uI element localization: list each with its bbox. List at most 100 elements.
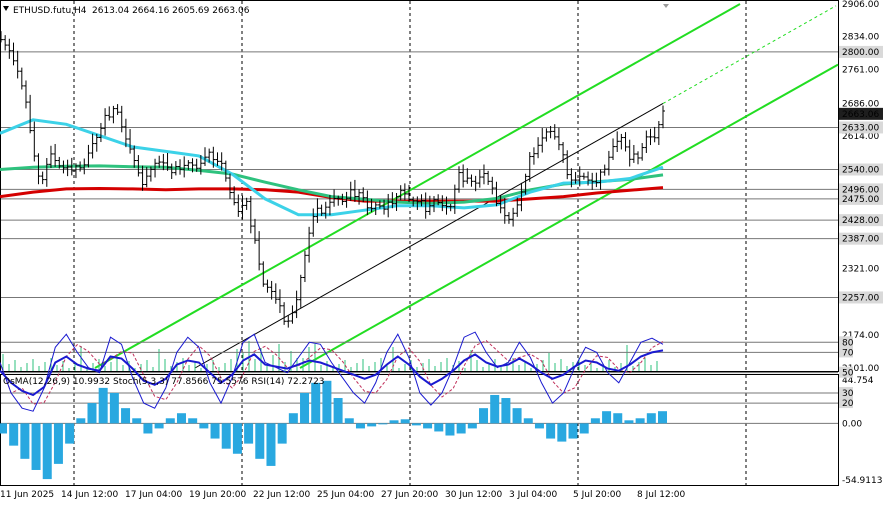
price-bar xyxy=(586,171,591,186)
price-bar xyxy=(319,204,324,216)
price-bar xyxy=(477,169,482,188)
indicator-axis-label: 70 xyxy=(842,348,854,358)
price-bar xyxy=(327,194,332,216)
osma-bar xyxy=(523,418,533,424)
price-bar xyxy=(361,187,366,203)
price-bar xyxy=(648,128,653,146)
price-bar xyxy=(465,168,470,184)
price-bar xyxy=(606,150,611,176)
level-label: 2428.00 xyxy=(842,216,879,226)
price-bar xyxy=(73,163,78,179)
price-bar xyxy=(332,189,337,207)
osma-bar xyxy=(121,408,131,424)
price-bar xyxy=(336,195,341,206)
price-bar xyxy=(136,155,141,177)
price-bar xyxy=(307,226,312,263)
price-bar xyxy=(561,142,566,163)
osma-bar xyxy=(176,413,186,424)
level-label: 2540.00 xyxy=(842,165,879,175)
price-bar xyxy=(377,200,382,209)
price-bar xyxy=(140,165,145,191)
osma-bar xyxy=(658,411,667,424)
last-price-badge xyxy=(839,107,883,120)
time-axis-label: 25 Jun 04:00 xyxy=(317,490,374,500)
price-bar xyxy=(194,158,199,172)
level-label: 2496.00 xyxy=(842,185,879,195)
price-bar xyxy=(273,283,278,304)
symbol-label: ETHUSD.futu,H4 xyxy=(13,6,87,16)
price-panel-frame xyxy=(0,0,839,372)
indicator-level-box xyxy=(839,397,853,409)
price-bar xyxy=(352,179,357,202)
price-bar xyxy=(269,280,274,300)
osma-bar xyxy=(557,423,567,442)
price-bar xyxy=(48,145,53,168)
osma-bar xyxy=(333,398,343,424)
price-bar xyxy=(244,197,249,210)
osma-bar xyxy=(389,420,399,424)
osma-bar xyxy=(456,423,466,434)
price-bar xyxy=(569,168,574,188)
price-bar xyxy=(132,145,137,168)
time-axis-label: 22 Jun 12:00 xyxy=(253,490,310,500)
price-bar xyxy=(190,158,195,173)
time-axis-label: 17 Jun 04:00 xyxy=(125,490,182,500)
time-axis-label: 8 Jul 12:00 xyxy=(637,490,686,500)
price-bar xyxy=(515,197,520,217)
price-bar xyxy=(340,193,345,206)
price-bar xyxy=(182,156,187,178)
time-axis-label: 27 Jun 20:00 xyxy=(381,490,438,500)
price-bar xyxy=(219,152,224,171)
price-bar xyxy=(619,133,624,150)
price-bar xyxy=(398,185,403,201)
osma-bar xyxy=(288,413,298,424)
level-label-box xyxy=(839,183,883,196)
price-bar xyxy=(236,194,241,217)
osma-bar xyxy=(109,392,119,424)
osma-bar xyxy=(266,423,276,466)
ohlc-values: 2613.04 2664.16 2605.69 2663.06 xyxy=(92,6,250,16)
price-bar xyxy=(640,143,645,161)
price-bar xyxy=(294,290,299,319)
osma-bar xyxy=(188,418,198,424)
osma-bar xyxy=(501,398,511,424)
price-axis-tick-label: 2686.00 xyxy=(842,99,879,109)
price-bar xyxy=(148,166,153,182)
osma-bar xyxy=(411,423,421,426)
price-bar xyxy=(369,198,374,213)
price-bar xyxy=(373,202,378,215)
osma-bar xyxy=(20,423,30,459)
level-label-box xyxy=(839,232,883,245)
price-bar xyxy=(161,153,166,171)
price-bar xyxy=(490,176,495,195)
channel-mid-extension xyxy=(662,5,837,104)
osma-bar xyxy=(76,418,86,424)
osma-bar xyxy=(53,423,63,464)
level-label-box xyxy=(839,214,883,227)
price-bar xyxy=(157,155,162,168)
osma-bar xyxy=(467,423,477,429)
indicator-level-box xyxy=(839,336,853,348)
price-bar xyxy=(394,193,399,211)
price-bar xyxy=(423,192,428,219)
time-axis-label: 11 Jun 2025 xyxy=(0,490,54,500)
price-bar xyxy=(169,163,174,179)
price-bar xyxy=(461,164,466,188)
price-bar xyxy=(661,105,665,129)
price-bar xyxy=(240,195,245,220)
price-bar xyxy=(61,160,66,174)
level-label: 2633.00 xyxy=(842,123,879,133)
price-bar xyxy=(3,35,8,51)
osma-bar xyxy=(512,408,522,424)
channel-lower-line xyxy=(299,63,839,369)
price-bar xyxy=(178,159,183,175)
price-bar xyxy=(7,38,12,59)
price-bar xyxy=(315,198,320,223)
osma-bar xyxy=(434,423,444,432)
indicator-level-box xyxy=(839,386,853,398)
price-bar xyxy=(115,104,120,115)
price-bar xyxy=(207,148,212,163)
price-bar xyxy=(615,131,620,153)
price-bar xyxy=(536,137,541,159)
price-bar xyxy=(227,173,232,199)
